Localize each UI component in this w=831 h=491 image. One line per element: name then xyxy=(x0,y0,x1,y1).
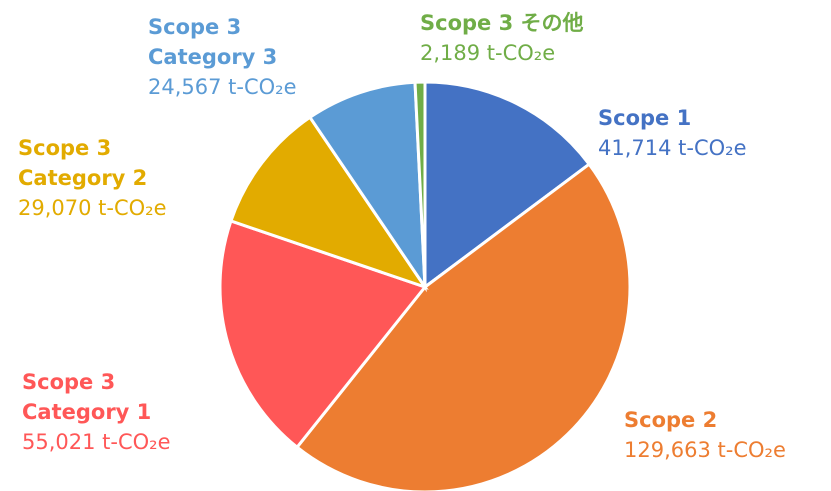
value-label: 55,021 t-CO₂e xyxy=(22,430,171,454)
category-name: Scope 3 Category 1 xyxy=(22,370,152,424)
value-label: 24,567 t-CO₂e xyxy=(148,75,297,99)
value-label: 29,070 t-CO₂e xyxy=(18,196,167,220)
pie-slice xyxy=(229,115,429,290)
category-name: Scope 3 Category 2 xyxy=(18,136,148,190)
pie-slice xyxy=(413,80,427,288)
category-name: Scope 3 その他 xyxy=(420,11,584,35)
slice-label: Scope 3 その他 2,189 t-CO₂e xyxy=(420,8,680,68)
slice-label: Scope 3 Category 2 29,070 t-CO₂e xyxy=(18,133,198,223)
pie-slice xyxy=(218,219,428,450)
slice-label: Scope 2 129,663 t-CO₂e xyxy=(624,405,831,465)
value-label: 41,714 t-CO₂e xyxy=(598,136,747,160)
slice-label: Scope 3 Category 1 55,021 t-CO₂e xyxy=(22,367,202,457)
slice-label: Scope 1 41,714 t-CO₂e xyxy=(598,103,818,163)
category-name: Scope 1 xyxy=(598,106,692,130)
pie-slice xyxy=(307,80,427,293)
pie-slice xyxy=(423,80,592,290)
value-label: 2,189 t-CO₂e xyxy=(420,41,556,65)
category-name: Scope 2 xyxy=(624,408,718,432)
pie-slice xyxy=(294,162,632,491)
slice-label: Scope 3 Category 3 24,567 t-CO₂e xyxy=(148,12,318,102)
category-name: Scope 3 Category 3 xyxy=(148,15,278,69)
value-label: 129,663 t-CO₂e xyxy=(624,438,786,462)
